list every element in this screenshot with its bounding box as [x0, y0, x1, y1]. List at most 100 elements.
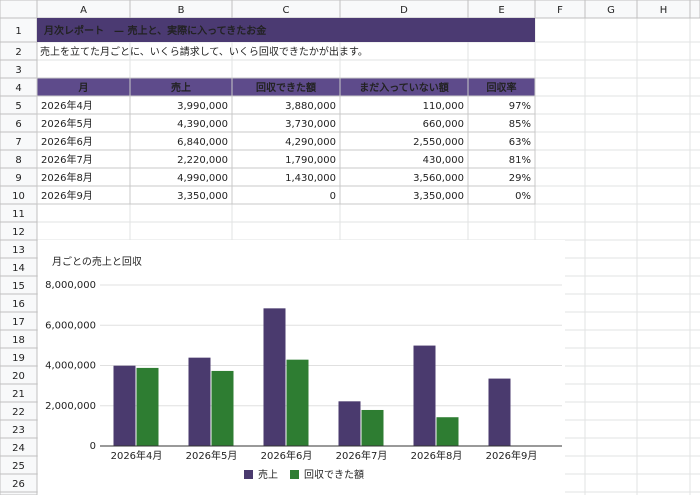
table-value: 110,000	[423, 101, 464, 112]
table-value: 2026年4月	[41, 99, 93, 112]
bar	[286, 359, 309, 446]
row-number: 4	[15, 83, 21, 94]
column-letter: D	[400, 5, 408, 16]
bar	[488, 378, 511, 446]
legend-label: 売上	[258, 468, 278, 481]
legend-swatch	[244, 470, 253, 479]
table-value: 6,840,000	[177, 137, 228, 148]
bar	[113, 365, 136, 446]
table-value: 4,390,000	[177, 119, 228, 130]
table-header: 回収率	[487, 81, 517, 94]
bar	[263, 308, 286, 446]
table-value: 2026年8月	[41, 171, 93, 184]
table-value: 0	[330, 191, 336, 202]
row-number: 13	[12, 245, 25, 256]
table-value: 660,000	[423, 119, 464, 130]
table-value: 85%	[509, 119, 531, 130]
title-band	[37, 18, 535, 42]
row-number: 12	[12, 227, 25, 238]
table-value: 2026年7月	[41, 153, 93, 166]
x-tick-label: 2026年9月	[486, 449, 538, 462]
y-tick-label: 8,000,000	[45, 280, 96, 291]
x-tick-label: 2026年6月	[261, 449, 313, 462]
row-number: 20	[12, 371, 25, 382]
table-header: 回収できた額	[256, 81, 316, 94]
y-tick-label: 6,000,000	[45, 320, 96, 331]
column-letter: A	[80, 5, 87, 16]
table-value: 1,430,000	[285, 173, 336, 184]
bar	[188, 357, 211, 446]
x-tick-label: 2026年5月	[186, 449, 238, 462]
table-value: 3,350,000	[413, 191, 464, 202]
table-value: 97%	[509, 101, 531, 112]
x-tick-label: 2026年8月	[411, 449, 463, 462]
row-number: 22	[12, 407, 25, 418]
row-number: 17	[12, 317, 25, 328]
x-tick-label: 2026年7月	[336, 449, 388, 462]
row-number: 24	[12, 443, 25, 454]
y-tick-label: 0	[90, 441, 96, 452]
column-letter: G	[607, 5, 615, 16]
row-number: 16	[12, 299, 25, 310]
column-letter: H	[660, 5, 668, 16]
row-number: 8	[15, 155, 21, 166]
row-number: 5	[15, 101, 21, 112]
table-cell[interactable]	[231, 185, 341, 205]
bar	[436, 417, 459, 446]
row-number: 10	[12, 191, 25, 202]
bar	[338, 401, 361, 446]
row-number: 21	[12, 389, 25, 400]
table-header: 月	[78, 82, 89, 94]
table-value: 1,790,000	[285, 155, 336, 166]
x-tick-label: 2026年4月	[111, 449, 163, 462]
column-letter: F	[557, 5, 563, 16]
y-tick-label: 2,000,000	[45, 401, 96, 412]
row-number: 3	[15, 65, 21, 76]
y-tick-label: 4,000,000	[45, 361, 96, 372]
table-value: 2026年9月	[41, 189, 93, 202]
sheet-subtitle: 売上を立てた月ごとに、いくら請求して、いくら回収できたかが出ます。	[40, 45, 368, 58]
row-number: 11	[12, 209, 25, 220]
table-header: まだ入っていない額	[359, 81, 449, 94]
table-value: 3,880,000	[285, 101, 336, 112]
table-value: 4,290,000	[285, 137, 336, 148]
row-number: 18	[12, 335, 25, 346]
bar	[136, 367, 159, 446]
row-number: 19	[12, 353, 25, 364]
table-value: 0%	[515, 191, 531, 202]
row-number: 23	[12, 425, 25, 436]
table-value: 3,350,000	[177, 191, 228, 202]
table-value: 29%	[509, 173, 531, 184]
sheet-title: 月次レポート — 売上と、実際に入ってきたお金	[43, 24, 267, 37]
table-header: 売上	[171, 81, 191, 94]
row-number: 1	[15, 26, 21, 37]
row-number: 14	[12, 263, 25, 274]
row-number: 26	[12, 479, 25, 490]
table-value: 3,990,000	[177, 101, 228, 112]
row-number: 9	[15, 173, 21, 184]
column-letter: C	[283, 5, 290, 16]
table-cell[interactable]	[467, 185, 536, 205]
legend-swatch	[290, 470, 299, 479]
column-header[interactable]	[636, 0, 691, 19]
row-header[interactable]	[0, 473, 38, 493]
bar	[413, 345, 436, 446]
row-number: 25	[12, 461, 25, 472]
table-value: 4,990,000	[177, 173, 228, 184]
table-value: 3,730,000	[285, 119, 336, 130]
table-value: 2,550,000	[413, 137, 464, 148]
table-value: 81%	[509, 155, 531, 166]
column-letter: B	[178, 5, 185, 16]
legend-label: 回収できた額	[304, 468, 364, 481]
row-number: 6	[15, 119, 21, 130]
bar	[361, 409, 384, 446]
chart-title: 月ごとの売上と回収	[52, 255, 142, 268]
table-value: 430,000	[423, 155, 464, 166]
row-number: 2	[15, 47, 21, 58]
row-number: 15	[12, 281, 25, 292]
table-value: 3,560,000	[413, 173, 464, 184]
bar	[211, 370, 234, 446]
row-number: 7	[15, 137, 21, 148]
table-value: 2,220,000	[177, 155, 228, 166]
table-value: 2026年6月	[41, 135, 93, 148]
